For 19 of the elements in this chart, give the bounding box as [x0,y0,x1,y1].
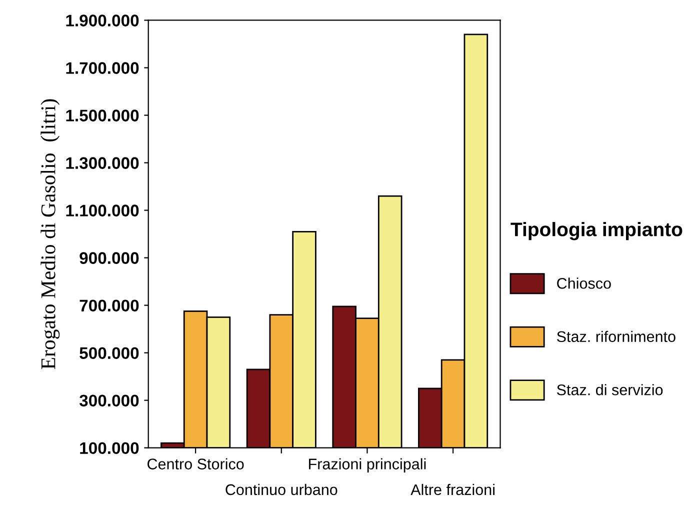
y-axis-title: Erogato Medio di Gasolio (litri) [40,99,60,370]
x-tick-label: Altre frazioni [410,484,494,496]
x-tick-label: Continuo urbano [226,484,338,496]
legend-label: Chiosco [557,278,611,289]
x-tick-label: Frazioni principali [309,458,426,472]
y-tick-label: 500.000 [80,347,139,359]
legend-title: Tipologia impianto [510,222,682,240]
y-tick-label: 1.100.000 [66,204,139,216]
x-tick-label: Centro Storico [148,458,244,470]
legend-label: Staz. rifornimento [557,330,676,342]
y-tick-label: 1.700.000 [66,62,139,74]
y-tick-label: 900.000 [80,252,139,264]
y-tick-label: 1.500.000 [66,110,139,122]
y-tick-label: 100.000 [80,442,139,454]
y-tick-label: 1.300.000 [66,157,139,169]
y-tick-label: 300.000 [79,394,139,407]
y-tick-label: 700.000 [80,300,139,312]
legend-label: Staz. di servizio [557,384,663,396]
y-tick-label: 1.900.000 [66,14,139,26]
